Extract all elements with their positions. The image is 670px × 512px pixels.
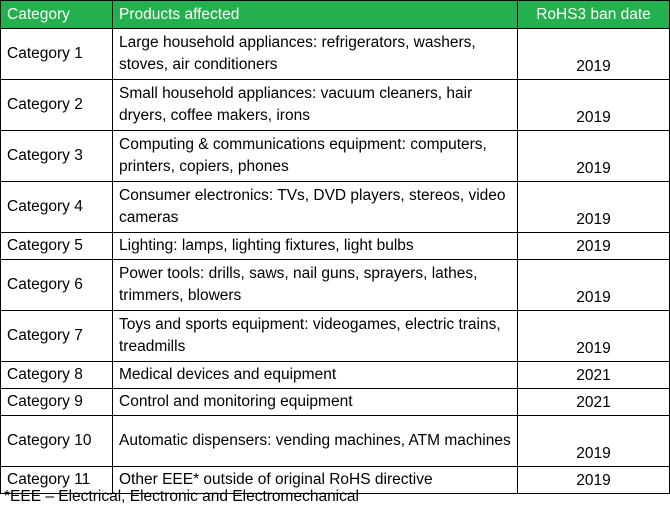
rohs3-categories-table: Category Products affected RoHS3 ban dat… (0, 0, 670, 494)
products-cell: Other EEE* outside of original RoHS dire… (112, 466, 518, 494)
table-header-row: Category Products affected RoHS3 ban dat… (0, 0, 670, 29)
table-row: Category 10 Automatic dispensers: vendin… (0, 415, 670, 467)
products-cell: Control and monitoring equipment (112, 388, 518, 416)
header-ban-date: RoHS3 ban date (517, 0, 670, 29)
products-cell: Computing & communications equipment: co… (112, 130, 518, 182)
category-cell: Category 5 (0, 232, 113, 260)
products-cell: Toys and sports equipment: videogames, e… (112, 310, 518, 362)
table-row: Category 4 Consumer electronics: TVs, DV… (0, 181, 670, 233)
category-cell: Category 1 (0, 28, 113, 80)
ban-date-cell: 2019 (517, 181, 670, 233)
products-cell: Consumer electronics: TVs, DVD players, … (112, 181, 518, 233)
products-cell: Lighting: lamps, lighting fixtures, ligh… (112, 232, 518, 260)
ban-date-cell: 2019 (517, 310, 670, 362)
products-cell: Medical devices and equipment (112, 361, 518, 389)
header-products-affected: Products affected (112, 0, 518, 29)
ban-date-cell: 2019 (517, 232, 670, 260)
category-cell: Category 8 (0, 361, 113, 389)
products-cell: Power tools: drills, saws, nail guns, sp… (112, 259, 518, 311)
table-row: Category 3 Computing & communications eq… (0, 130, 670, 182)
ban-date-cell: 2021 (517, 388, 670, 416)
products-cell: Large household appliances: refrigerator… (112, 28, 518, 80)
footnote: *EEE – Electrical, Electronic and Electr… (4, 488, 359, 505)
table-row: Category 11 Other EEE* outside of origin… (0, 466, 670, 494)
header-category: Category (0, 0, 113, 29)
category-cell: Category 4 (0, 181, 113, 233)
category-cell: Category 3 (0, 130, 113, 182)
category-cell: Category 7 (0, 310, 113, 362)
table-row: Category 9 Control and monitoring equipm… (0, 388, 670, 416)
table-row: Category 7 Toys and sports equipment: vi… (0, 310, 670, 362)
category-cell: Category 2 (0, 79, 113, 131)
table-row: Category 6 Power tools: drills, saws, na… (0, 259, 670, 311)
category-cell: Category 9 (0, 388, 113, 416)
table-row: Category 8 Medical devices and equipment… (0, 361, 670, 389)
ban-date-cell: 2019 (517, 79, 670, 131)
category-cell: Category 10 (0, 415, 113, 467)
ban-date-cell: 2019 (517, 130, 670, 182)
category-cell: Category 11 (0, 466, 113, 494)
ban-date-cell: 2019 (517, 259, 670, 311)
table-row: Category 5 Lighting: lamps, lighting fix… (0, 232, 670, 260)
table-row: Category 1 Large household appliances: r… (0, 28, 670, 80)
table-row: Category 2 Small household appliances: v… (0, 79, 670, 131)
ban-date-cell: 2019 (517, 466, 670, 494)
ban-date-cell: 2021 (517, 361, 670, 389)
products-cell: Automatic dispensers: vending machines, … (112, 415, 518, 467)
ban-date-cell: 2019 (517, 28, 670, 80)
category-cell: Category 6 (0, 259, 113, 311)
ban-date-cell: 2019 (517, 415, 670, 467)
products-cell: Small household appliances: vacuum clean… (112, 79, 518, 131)
